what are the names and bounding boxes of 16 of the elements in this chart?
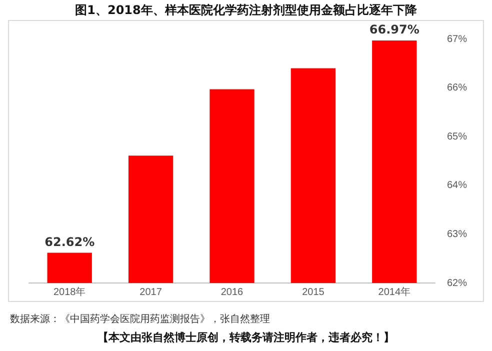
y-tick-label: 65% — [446, 131, 468, 142]
y-tick-label: 66% — [446, 82, 468, 94]
y-tick-label: 63% — [446, 228, 468, 240]
data-label: 66.97% — [369, 22, 420, 37]
x-tick-label: 2014年 — [378, 286, 411, 298]
text: 【本文由张自然博士原创，转载务请注明作者，违者必究！】 — [96, 330, 396, 345]
y-tick-label: 67% — [446, 34, 468, 45]
x-tick-label: 2016 — [220, 286, 244, 298]
chart-title: 图1、2018年、样本医院化学药注射剂型使用金额占比逐年下降 — [74, 2, 418, 19]
data-label: 62.62% — [44, 234, 95, 249]
x-tick-label: 2018年 — [53, 286, 86, 298]
source-note: 数据来源：《中国药学会医院用药监测报告》，张自然整理 — [10, 312, 270, 326]
y-tick-label: 64% — [446, 180, 468, 192]
x-tick-label: 2017 — [140, 286, 162, 298]
x-tick-label: 2015 — [302, 286, 325, 298]
y-tick-label: 62% — [446, 278, 468, 289]
